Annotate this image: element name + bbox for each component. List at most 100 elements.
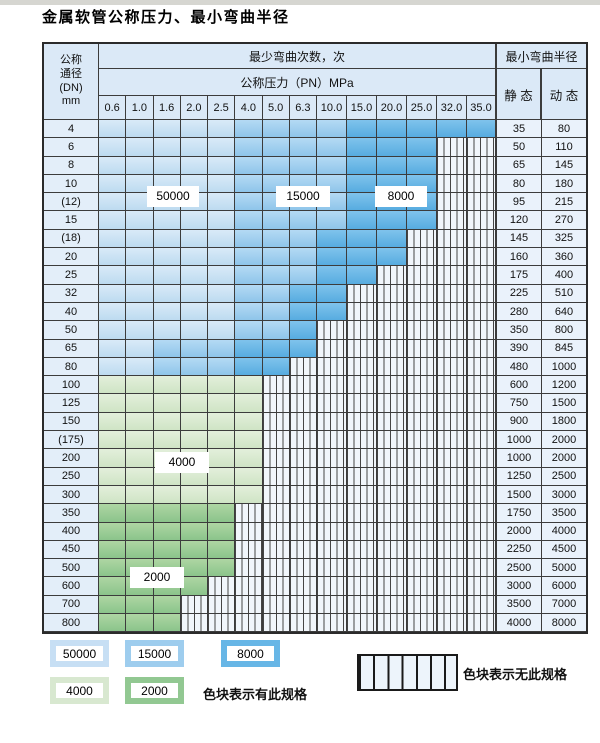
static-radius-dn65: 390 xyxy=(497,339,542,358)
cell-dn500-pn25.0-hatch xyxy=(407,559,437,578)
cell-dn20-pn1.6-c50 xyxy=(153,248,181,267)
cell-dn50-pn25.0-hatch xyxy=(407,321,437,340)
dynamic-radius-dn250: 2500 xyxy=(542,467,586,486)
cell-dn350-pn4.0-hatch xyxy=(235,504,263,523)
cell-dn150-pn2.0-c4 xyxy=(180,412,208,432)
cell-dn700-pn35.0-hatch xyxy=(467,595,497,615)
dynamic-radius-dn800: 8000 xyxy=(542,614,586,633)
cell-dn700-pn32.0-hatch xyxy=(437,595,467,615)
cell-dn65-pn1.6-c15 xyxy=(153,339,181,358)
dn-label-50: 50 xyxy=(44,321,99,340)
cell-dn20-pn0.6-c50 xyxy=(99,248,127,267)
cell-dn32-pn10.0-c8 xyxy=(317,284,347,303)
cell-dn350-pn2.0-c2 xyxy=(180,504,208,523)
static-radius-dn500: 2500 xyxy=(497,559,542,578)
cell-dn400-pn2.5-c2 xyxy=(208,522,236,541)
cell-dn125-pn1.6-c4 xyxy=(153,394,181,413)
cell-dn800-pn6.3-hatch xyxy=(289,614,317,633)
cell-dn80-pn6.3-hatch xyxy=(289,357,317,377)
cell-dn125-pn5.0-hatch xyxy=(262,394,290,413)
cell-dn40-pn1.6-c50 xyxy=(153,302,181,322)
cell-dn250-pn25.0-hatch xyxy=(407,467,437,486)
dn-label-450: 450 xyxy=(44,540,99,560)
cell-dn(175)-pn5.0-hatch xyxy=(262,431,290,450)
cell-dn8-pn1.0-c50 xyxy=(126,156,154,175)
pressure-col-header-1.0: 1.0 xyxy=(126,96,154,120)
cell-dn80-pn5.0-c8 xyxy=(262,357,290,377)
cell-dn25-pn15.0-c8 xyxy=(347,266,377,285)
static-radius-dn40: 280 xyxy=(497,302,542,322)
cell-dn10-pn2.5-c50 xyxy=(208,174,236,194)
cell-dn400-pn5.0-hatch xyxy=(262,522,290,541)
cell-dn50-pn32.0-hatch xyxy=(437,321,467,340)
cell-dn65-pn5.0-c8 xyxy=(262,339,290,358)
cell-dn(175)-pn20.0-hatch xyxy=(377,431,407,450)
header-nominal-pressure: 公称压力（PN）MPa xyxy=(99,69,497,96)
cell-dn700-pn1.0-c2 xyxy=(126,595,154,615)
cell-dn20-pn15.0-c8 xyxy=(347,248,377,267)
cell-dn300-pn1.0-c4 xyxy=(126,485,154,505)
dn-label-150: 150 xyxy=(44,412,99,432)
cell-dn200-pn32.0-hatch xyxy=(437,449,467,468)
cell-dn6-pn2.5-c50 xyxy=(208,138,236,157)
static-radius-dn400: 2000 xyxy=(497,522,542,541)
header-dynamic: 动 态 xyxy=(542,69,586,120)
cell-dn400-pn35.0-hatch xyxy=(467,522,497,541)
cell-dn800-pn20.0-hatch xyxy=(377,614,407,633)
cell-dn65-pn6.3-c8 xyxy=(289,339,317,358)
cell-dn300-pn0.6-c4 xyxy=(99,485,127,505)
cell-dn450-pn4.0-hatch xyxy=(235,540,263,560)
cell-dn100-pn15.0-hatch xyxy=(347,376,377,395)
cell-dn6-pn2.0-c50 xyxy=(180,138,208,157)
dynamic-radius-dn450: 4500 xyxy=(542,540,586,560)
cell-dn350-pn35.0-hatch xyxy=(467,504,497,523)
cell-dn125-pn20.0-hatch xyxy=(377,394,407,413)
dn-label-350: 350 xyxy=(44,504,99,523)
cell-dn(18)-pn5.0-c15 xyxy=(262,229,290,249)
dynamic-radius-dn80: 1000 xyxy=(542,357,586,377)
cell-dn4-pn5.0-c15 xyxy=(262,120,290,139)
cell-dn400-pn6.3-hatch xyxy=(289,522,317,541)
cell-dn350-pn10.0-hatch xyxy=(317,504,347,523)
legend-present-text: 色块表示有此规格 xyxy=(203,687,308,702)
cell-dn25-pn4.0-c15 xyxy=(235,266,263,285)
cell-dn(175)-pn2.0-c4 xyxy=(180,431,208,450)
cell-dn65-pn20.0-hatch xyxy=(377,339,407,358)
cell-dn8-pn0.6-c50 xyxy=(99,156,127,175)
cell-dn65-pn15.0-hatch xyxy=(347,339,377,358)
static-radius-dn80: 480 xyxy=(497,357,542,377)
static-radius-dn25: 175 xyxy=(497,266,542,285)
cell-dn200-pn0.6-c4 xyxy=(99,449,127,468)
cell-dn(175)-pn0.6-c4 xyxy=(99,431,127,450)
dynamic-radius-dn(12): 215 xyxy=(542,193,586,212)
cell-dn6-pn32.0-hatch xyxy=(437,138,467,157)
dn-label-100: 100 xyxy=(44,376,99,395)
cell-dn6-pn5.0-c15 xyxy=(262,138,290,157)
dn-label-(175): (175) xyxy=(44,431,99,450)
legend-hatch-swatch xyxy=(357,654,458,691)
cell-dn(12)-pn4.0-c15 xyxy=(235,193,263,212)
cell-dn100-pn35.0-hatch xyxy=(467,376,497,395)
cell-dn15-pn5.0-c15 xyxy=(262,211,290,230)
cell-dn8-pn35.0-hatch xyxy=(467,156,497,175)
dynamic-radius-dn6: 110 xyxy=(542,138,586,157)
pressure-col-header-2.0: 2.0 xyxy=(180,96,208,120)
cell-dn450-pn1.6-c2 xyxy=(153,540,181,560)
cell-dn400-pn1.0-c2 xyxy=(126,522,154,541)
dynamic-radius-dn32: 510 xyxy=(542,284,586,303)
cell-dn100-pn6.3-hatch xyxy=(289,376,317,395)
cell-dn300-pn2.5-c4 xyxy=(208,485,236,505)
dn-label-500: 500 xyxy=(44,559,99,578)
cell-dn50-pn2.5-c50 xyxy=(208,321,236,340)
static-radius-dn(175): 1000 xyxy=(497,431,542,450)
top-gray-strip xyxy=(0,0,600,5)
cell-dn15-pn1.6-c50 xyxy=(153,211,181,230)
cell-dn350-pn0.6-c2 xyxy=(99,504,127,523)
cell-dn40-pn20.0-hatch xyxy=(377,302,407,322)
cell-dn700-pn10.0-hatch xyxy=(317,595,347,615)
cell-dn50-pn5.0-c15 xyxy=(262,321,290,340)
cell-dn450-pn1.0-c2 xyxy=(126,540,154,560)
cell-dn500-pn0.6-c2 xyxy=(99,559,127,578)
cell-dn15-pn15.0-c8 xyxy=(347,211,377,230)
cell-dn8-pn10.0-c15 xyxy=(317,156,347,175)
